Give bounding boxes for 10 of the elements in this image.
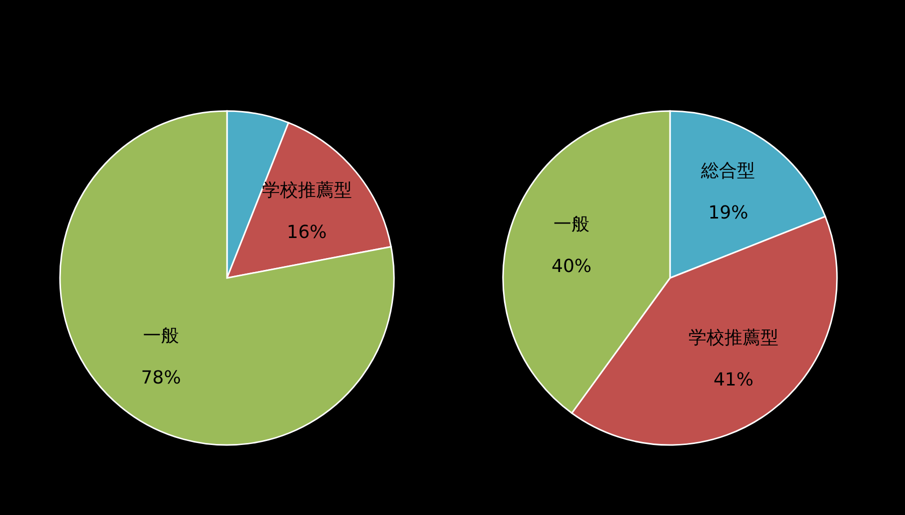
slice-label: 一般 [143,326,179,347]
data-label: 40% [552,256,592,277]
data-label: 19% [708,202,748,224]
data-label: 41% [713,370,754,391]
slice-label: 学校推薦型 [262,180,352,201]
data-label: 16% [286,222,327,243]
data-label: 78% [140,368,182,389]
slice-label: 学校推薦型 [688,328,778,349]
slice-label: 一般 [554,214,590,235]
slice-label: 総合型 [700,160,756,182]
